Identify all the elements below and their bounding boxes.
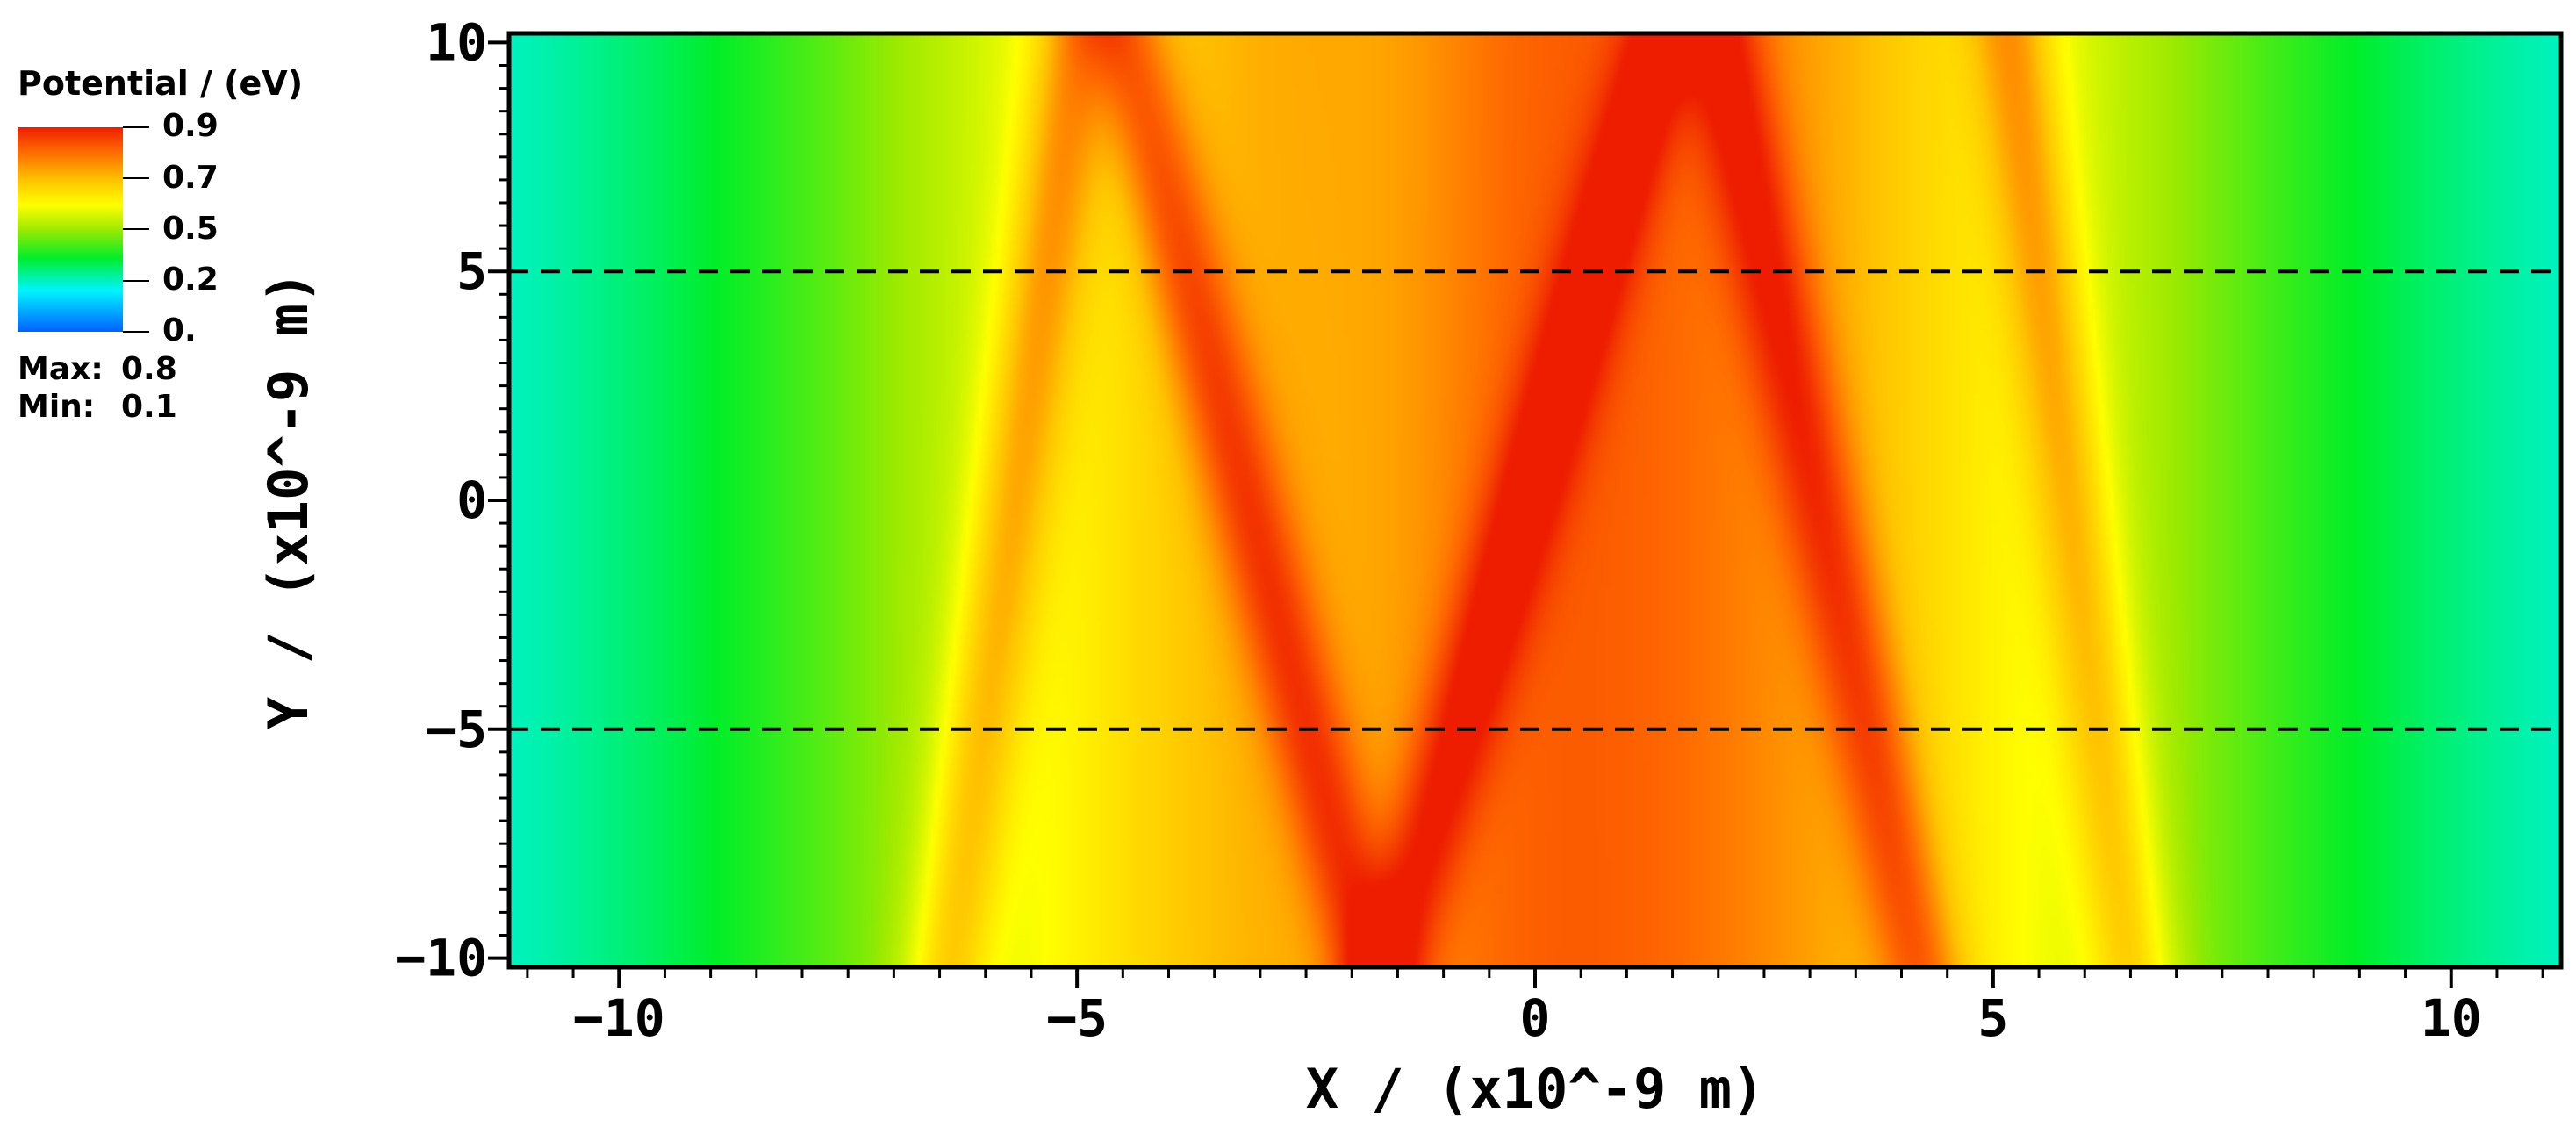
colorbar-tick-label: 0.2: [162, 262, 219, 298]
y-tick-label: 0: [456, 470, 487, 530]
colorbar-max-value: 0.8: [121, 351, 177, 387]
y-tick-label: 5: [456, 241, 487, 301]
x-tick-label: −5: [1046, 988, 1108, 1048]
y-axis-title: Y / (x10^-9 m): [256, 271, 320, 730]
plot-area: [506, 31, 2564, 970]
colorbar-tick-label: 0.9: [162, 108, 219, 144]
y-tick-label: −5: [426, 700, 487, 759]
colorbar-title: Potential / (eV): [18, 64, 303, 103]
y-minor-ticks: [499, 40, 509, 960]
x-tick-label: 10: [2421, 988, 2482, 1048]
x-major-ticks: [617, 967, 2453, 988]
x-tick-label: 5: [1977, 988, 2008, 1048]
colorbar-tick-label: 0.5: [162, 211, 219, 247]
colorbar-tick-label: 0.7: [162, 160, 219, 196]
x-tick-label: −10: [573, 988, 665, 1048]
y-tick-labels: 10 5 0 −5 −10: [395, 12, 487, 987]
x-tick-labels: −10 −5 0 5 10: [573, 988, 2482, 1048]
colorbar-min-label: Min:: [18, 389, 95, 425]
colorbar-legend: Potential / (eV) 0.9 0.7 0.5 0.2 0. Max:…: [18, 64, 303, 425]
y-tick-label: 10: [426, 12, 487, 72]
colorbar-min-value: 0.1: [121, 389, 177, 425]
y-major-ticks: [488, 40, 509, 960]
x-axis-title: X / (x10^-9 m): [1306, 1057, 1765, 1121]
potential-heatmap: [509, 33, 2561, 967]
colorbar-tick-label: 0.: [162, 312, 197, 348]
colorbar-gradient: [18, 127, 123, 332]
colorbar-max-label: Max:: [18, 351, 104, 387]
x-tick-label: 0: [1520, 988, 1551, 1048]
y-tick-label: −10: [395, 929, 487, 988]
